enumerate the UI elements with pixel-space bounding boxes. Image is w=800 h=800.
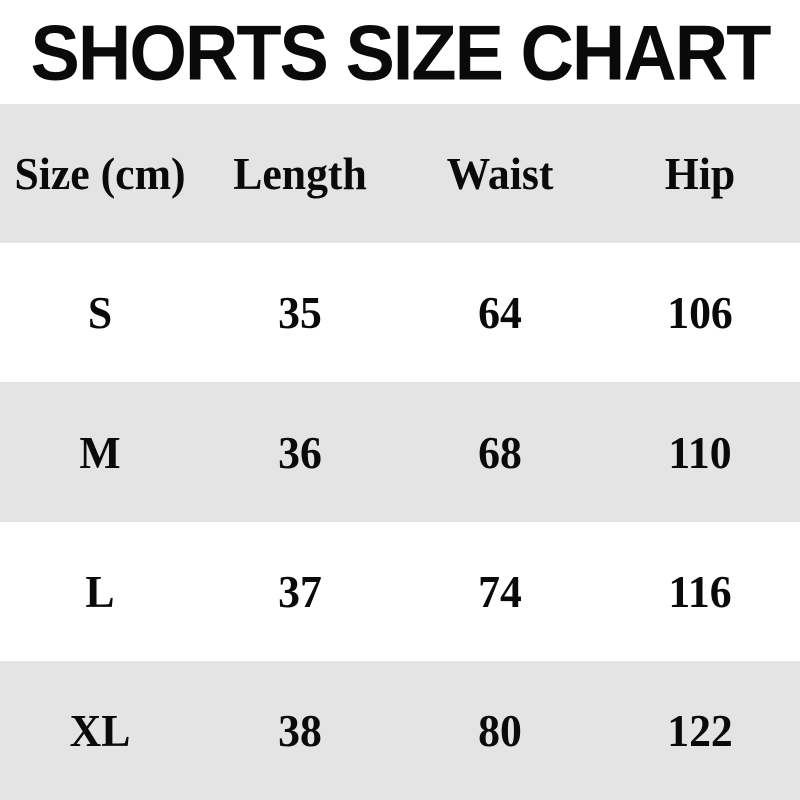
- cell-waist: 68: [478, 426, 522, 478]
- cell-size: XL: [69, 704, 131, 756]
- size-table: Size (cm) Length Waist Hip S 35 64 106 M…: [0, 104, 800, 800]
- cell-hip: 106: [667, 287, 733, 339]
- cell-size: M: [79, 426, 121, 478]
- cell-waist: 80: [478, 704, 522, 756]
- cell-length: 35: [278, 287, 322, 339]
- cell-waist: 74: [478, 565, 522, 617]
- table-row-xl: XL 38 80 122: [0, 660, 800, 800]
- title-band: SHORTS SIZE CHART: [0, 0, 800, 104]
- header-length: Length: [233, 148, 367, 200]
- page-title: SHORTS SIZE CHART: [30, 8, 772, 96]
- cell-size: S: [87, 287, 113, 339]
- cell-hip: 116: [668, 565, 732, 617]
- cell-length: 38: [278, 704, 322, 756]
- table-row-m: M 36 68 110: [0, 382, 800, 522]
- cell-hip: 122: [667, 704, 733, 756]
- cell-length: 37: [278, 565, 322, 617]
- header-waist: Waist: [446, 148, 554, 200]
- cell-size: L: [85, 565, 115, 617]
- table-row-l: L 37 74 116: [0, 522, 800, 661]
- cell-hip: 110: [668, 426, 732, 478]
- table-header-row: Size (cm) Length Waist Hip: [0, 104, 800, 244]
- cell-waist: 64: [478, 287, 522, 339]
- header-size: Size (cm): [14, 148, 186, 200]
- header-hip: Hip: [664, 148, 736, 200]
- table-row-s: S 35 64 106: [0, 243, 800, 382]
- cell-length: 36: [278, 426, 322, 478]
